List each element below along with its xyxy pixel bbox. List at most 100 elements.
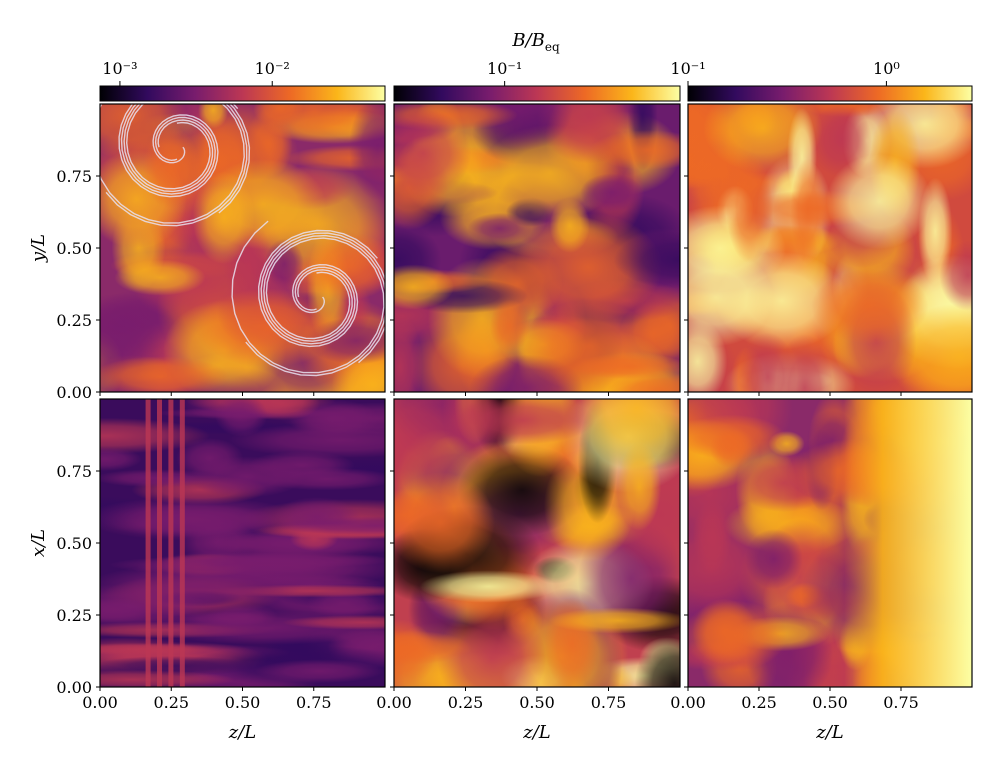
streamline xyxy=(120,104,251,214)
colorbar-label-main: B/B xyxy=(511,30,545,51)
x-tick-label: 0.50 xyxy=(519,693,555,712)
heatmap-blob xyxy=(450,399,595,445)
heatmap-blob xyxy=(394,618,436,687)
streamline xyxy=(260,232,385,364)
x-tick-label: 0.25 xyxy=(448,693,484,712)
x-tick-label: 0.75 xyxy=(883,693,919,712)
x-tick-label: 0.00 xyxy=(670,693,706,712)
x-axis-label: z/L xyxy=(522,722,551,743)
heatmap-blob xyxy=(114,259,206,296)
heatmap xyxy=(394,104,680,392)
colorbar xyxy=(393,85,681,102)
heatmap-blob xyxy=(548,607,680,634)
heatmap-blob xyxy=(198,104,229,129)
heatmap-blob xyxy=(100,293,177,361)
y-tick-label: 0.50 xyxy=(56,534,92,553)
colorbar xyxy=(99,85,386,102)
heatmap-blob xyxy=(826,154,932,250)
x-tick-label: 0.50 xyxy=(812,693,848,712)
streamline xyxy=(231,220,385,374)
y-axis-label: y/L xyxy=(28,234,49,263)
y-tick-label: 0.75 xyxy=(56,462,92,481)
y-axis-label: x/L xyxy=(28,529,49,557)
heatmap-blob xyxy=(394,472,495,574)
heatmap-stripe xyxy=(157,399,162,687)
heatmap-blob xyxy=(192,171,255,265)
heatmap-blob xyxy=(745,528,803,590)
heatmap xyxy=(100,399,385,687)
heatmap-blob xyxy=(255,659,385,684)
heatmap-blob xyxy=(282,614,385,630)
heatmap-blob xyxy=(688,414,786,460)
colorbar-tick-label: 10⁻¹ xyxy=(670,59,705,78)
x-tick-label: 0.25 xyxy=(153,693,189,712)
heatmap-blob xyxy=(257,467,385,491)
x-tick-label: 0.75 xyxy=(591,693,627,712)
heatmap-blob xyxy=(100,669,235,687)
heatmap-blob xyxy=(580,173,643,212)
streamline xyxy=(257,229,378,348)
heatmap-stripe xyxy=(145,399,151,687)
y-tick-label: 0.25 xyxy=(56,606,92,625)
heatmap-blob xyxy=(692,598,758,665)
heatmap-blob xyxy=(775,333,834,392)
streamline xyxy=(105,104,248,227)
heatmap-blob xyxy=(394,399,481,493)
colorbar-label-sub: eq xyxy=(545,40,560,54)
heatmap-blob xyxy=(613,231,680,289)
heatmap xyxy=(394,399,680,687)
heatmap-blob xyxy=(726,153,774,264)
heatmap-blob xyxy=(214,399,268,437)
x-tick-label: 0.75 xyxy=(296,693,332,712)
heatmap-blob xyxy=(419,570,558,603)
heatmap-blob xyxy=(394,108,472,199)
heatmap-blob xyxy=(394,313,423,392)
heatmap-blob xyxy=(617,442,662,531)
heatmap-blob xyxy=(520,300,658,392)
heatmap xyxy=(688,399,972,687)
x-tick-label: 0.00 xyxy=(376,693,412,712)
heatmap-blob xyxy=(688,248,774,347)
x-tick-label: 0.25 xyxy=(741,693,777,712)
heatmap-blob xyxy=(489,299,531,353)
heatmap-blob xyxy=(634,634,680,687)
heatmap-band xyxy=(844,399,972,687)
heatmap-blob xyxy=(100,563,303,609)
heatmap-blob xyxy=(549,198,590,253)
y-tick-label: 0.00 xyxy=(56,678,92,697)
heatmap-blob xyxy=(100,356,230,392)
colorbar-tick-label: 10⁻³ xyxy=(102,59,137,78)
heatmap-blob xyxy=(253,104,305,127)
heatmap-blob xyxy=(811,268,929,344)
heatmap-blob xyxy=(437,603,547,687)
y-tick-label: 0.25 xyxy=(56,311,92,330)
heatmap-blob xyxy=(100,496,303,541)
x-axis-label: z/L xyxy=(815,722,844,743)
heatmap-blob xyxy=(100,469,220,488)
heatmap-blob xyxy=(467,212,533,245)
x-tick-label: 0.50 xyxy=(225,693,261,712)
heatmap-blob xyxy=(100,447,142,471)
colorbar-tick-label: 10⁻¹ xyxy=(487,59,522,78)
streamline xyxy=(100,104,245,224)
colorbar-label: B/Beq xyxy=(511,30,560,54)
heatmap-stripe xyxy=(179,399,185,687)
colorbar xyxy=(687,85,973,102)
y-tick-label: 0.75 xyxy=(56,167,92,186)
heatmap-blob xyxy=(576,399,680,470)
streamline xyxy=(118,104,239,198)
heatmap-blob xyxy=(692,500,732,574)
heatmap xyxy=(100,104,385,392)
y-tick-label: 0.00 xyxy=(56,383,92,402)
heatmap xyxy=(688,104,972,392)
heatmap-blob xyxy=(590,129,680,170)
heatmap-blob xyxy=(790,158,826,265)
x-axis-label: z/L xyxy=(228,722,257,743)
x-tick-label: 0.00 xyxy=(82,693,118,712)
heatmap-blob xyxy=(273,516,385,536)
heatmap-blob xyxy=(939,240,972,311)
heatmap-blob xyxy=(394,264,455,310)
heatmap-stripe xyxy=(168,399,174,687)
y-tick-label: 0.50 xyxy=(56,239,92,258)
